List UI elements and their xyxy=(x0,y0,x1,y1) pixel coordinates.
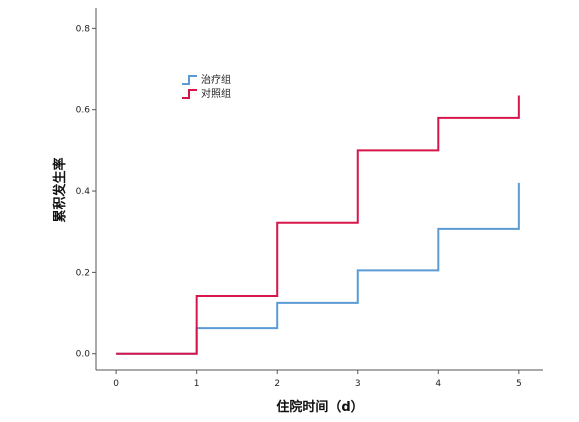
x-tick-label: 5 xyxy=(516,379,522,389)
y-tick-label: 0.0 xyxy=(76,350,91,360)
series-line-control xyxy=(116,95,520,355)
series-layer xyxy=(116,95,520,355)
legend: 治疗组 对照组 xyxy=(182,73,231,100)
legend-label-control: 对照组 xyxy=(201,87,231,100)
legend-swatch-control xyxy=(182,89,197,99)
series-line-treatment xyxy=(116,182,520,355)
y-tick-label: 0.6 xyxy=(76,106,91,116)
y-tick-label: 0.4 xyxy=(76,187,91,197)
legend-label-treatment: 治疗组 xyxy=(201,73,231,86)
y-axis-ticks: 0.0 0.2 0.4 0.6 0.8 xyxy=(76,24,96,360)
x-axis-label: 住院时间（d） xyxy=(276,399,363,415)
y-axis-label: 累积发生率 xyxy=(52,157,68,222)
x-tick-label: 1 xyxy=(194,379,200,389)
x-tick-label: 3 xyxy=(355,379,361,389)
y-tick-label: 0.2 xyxy=(76,268,90,278)
x-axis-ticks: 0 1 2 3 4 5 xyxy=(113,370,522,389)
x-tick-label: 4 xyxy=(435,379,441,389)
legend-swatch-treatment xyxy=(182,75,197,85)
x-tick-label: 2 xyxy=(274,379,280,389)
y-tick-label: 0.8 xyxy=(76,24,91,34)
x-tick-label: 0 xyxy=(113,379,119,389)
